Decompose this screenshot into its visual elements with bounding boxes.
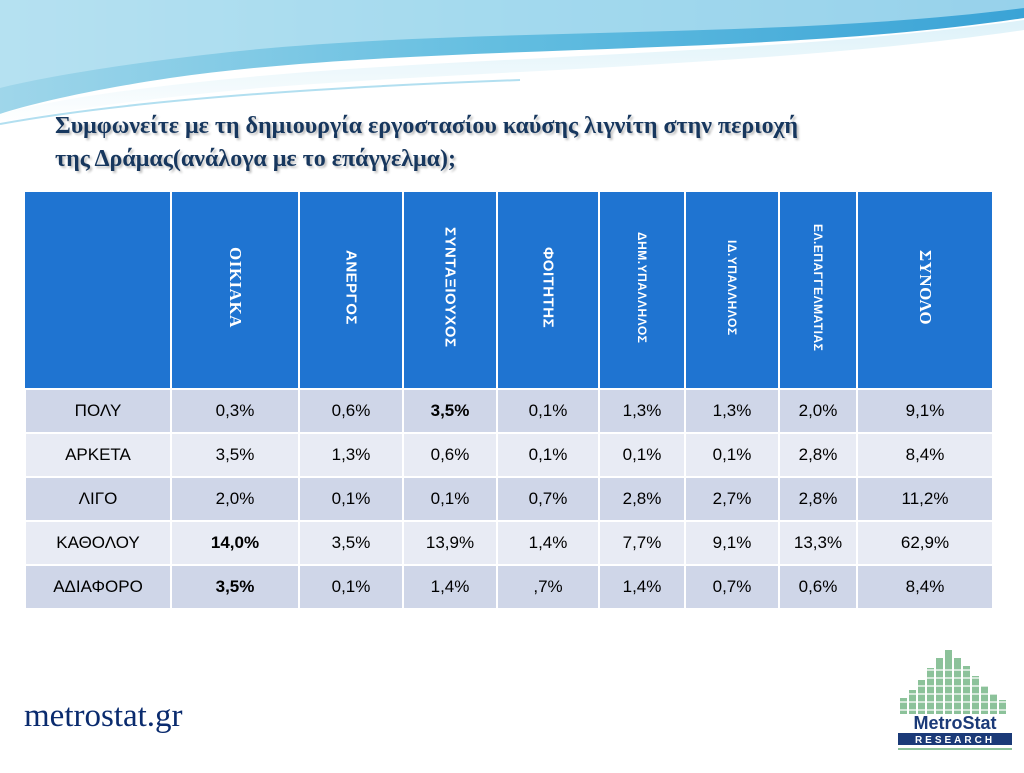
column-header-label: ΣΥΝΟΛΟ [916,249,935,326]
column-header: ΣΥΝΤΑΞΙΟΥΧΟΣ [402,192,498,389]
table-cell: 0,1% [402,476,498,522]
table-cell-highlighted: 14,0% [170,520,300,566]
page-title-line-1: Συμφωνείτε με τη δημιουργία εργοστασίου … [55,113,799,139]
column-header-label: ΔΗΜ.ΥΠΑΛΛΗΛΟΣ [635,231,649,344]
table-cell: 0,1% [298,476,404,522]
table-cell: 0,1% [598,432,686,478]
metrostat-logo: MetroStat RESEARCH [886,630,1024,768]
table-cell: 11,2% [856,476,994,522]
column-header-label: ΙΔ.ΥΠΑΛΛΗΛΟΣ [725,239,739,336]
row-label: ΠΟΛΥ [24,388,172,434]
table-cell-highlighted: 3,5% [170,564,300,610]
column-header: ΟΙΚΙΑΚΑ [170,192,300,389]
logo-subtitle: RESEARCH [915,735,995,746]
table-cell: 2,8% [778,432,858,478]
page-title-line-2: της Δράμας(ανάλογα με το επάγγελμα); [55,146,457,172]
column-header: ΙΔ.ΥΠΑΛΛΗΛΟΣ [684,192,780,389]
metrostat-logo-graphic: MetroStat RESEARCH [896,650,1012,750]
table-header-row: ΟΙΚΙΑΚΑ ΑΝΕΡΓΟΣ ΣΥΝΤΑΞΙΟΥΧΟΣ ΦΟΙΤΗΤΗΣ ΔΗ… [25,192,994,389]
results-table: ΟΙΚΙΑΚΑ ΑΝΕΡΓΟΣ ΣΥΝΤΑΞΙΟΥΧΟΣ ΦΟΙΤΗΤΗΣ ΔΗ… [24,192,994,610]
table-cell: 2,0% [778,388,858,434]
table-cell: 0,1% [496,388,600,434]
column-header: ΔΗΜ.ΥΠΑΛΛΗΛΟΣ [598,192,686,389]
row-label: ΑΡΚΕΤΑ [24,432,172,478]
column-header: ΦΟΙΤΗΤΗΣ [496,192,600,389]
table-cell: 8,4% [856,432,994,478]
table-cell: 0,1% [496,432,600,478]
table-cell: 0,1% [298,564,404,610]
table-cell: 2,7% [684,476,780,522]
table-row: ΑΡΚΕΤΑ 3,5% 1,3% 0,6% 0,1% 0,1% 0,1% 2,8… [24,432,994,478]
table-cell: 0,6% [402,432,498,478]
column-header: ΑΝΕΡΓΟΣ [298,192,404,389]
table-cell: 13,9% [402,520,498,566]
table-cell: 9,1% [856,388,994,434]
table-cell: 0,6% [298,388,404,434]
site-url[interactable]: metrostat.gr [24,698,183,734]
table-cell: 1,4% [598,564,686,610]
table-cell: 7,7% [598,520,686,566]
table-cell: 1,3% [298,432,404,478]
logo-name: MetroStat [913,713,996,733]
table-cell: 8,4% [856,564,994,610]
column-header: ΣΥΝΟΛΟ [856,192,994,389]
table-cell: 0,6% [778,564,858,610]
table-cell: ,7% [496,564,600,610]
table-cell: 0,7% [684,564,780,610]
table-cell: 13,3% [778,520,858,566]
table-row: ΚΑΘΟΛΟΥ 14,0% 3,5% 13,9% 1,4% 7,7% 9,1% … [24,520,994,566]
table-cell: 0,3% [170,388,300,434]
table-cell: 1,4% [402,564,498,610]
column-header-label: ΑΝΕΡΓΟΣ [342,250,360,325]
decorative-wave-background [0,0,1024,130]
page-title: Συμφωνείτε με τη δημιουργία εργοστασίου … [55,110,975,176]
table-cell: 1,4% [496,520,600,566]
table-cell: 9,1% [684,520,780,566]
table-cell: 1,3% [684,388,780,434]
table-cell: 62,9% [856,520,994,566]
column-header-label: ΣΥΝΤΑΞΙΟΥΧΟΣ [441,227,459,348]
column-header-label: ΕΛ.ΕΠΑΓΓΕΛΜΑΤΙΑΣ [811,223,825,352]
table-cell: 3,5% [298,520,404,566]
row-label: ΛΙΓΟ [24,476,172,522]
header-corner-cell [25,192,172,389]
table-row: ΑΔΙΑΦΟΡΟ 3,5% 0,1% 1,4% ,7% 1,4% 0,7% 0,… [24,564,994,610]
table-cell: 3,5% [170,432,300,478]
table-cell: 2,8% [598,476,686,522]
row-label: ΑΔΙΑΦΟΡΟ [24,564,172,610]
column-header: ΕΛ.ΕΠΑΓΓΕΛΜΑΤΙΑΣ [778,192,858,389]
row-label: ΚΑΘΟΛΟΥ [24,520,172,566]
table-cell: 1,3% [598,388,686,434]
table-cell: 2,0% [170,476,300,522]
table-row: ΛΙΓΟ 2,0% 0,1% 0,1% 0,7% 2,8% 2,7% 2,8% … [24,476,994,522]
column-header-label: ΟΙΚΙΑΚΑ [226,247,245,328]
column-header-label: ΦΟΙΤΗΤΗΣ [539,246,557,329]
table-cell: 0,7% [496,476,600,522]
table-cell: 0,1% [684,432,780,478]
table-row: ΠΟΛΥ 0,3% 0,6% 3,5% 0,1% 1,3% 1,3% 2,0% … [24,388,994,434]
table-cell-highlighted: 3,5% [402,388,498,434]
table-cell: 2,8% [778,476,858,522]
